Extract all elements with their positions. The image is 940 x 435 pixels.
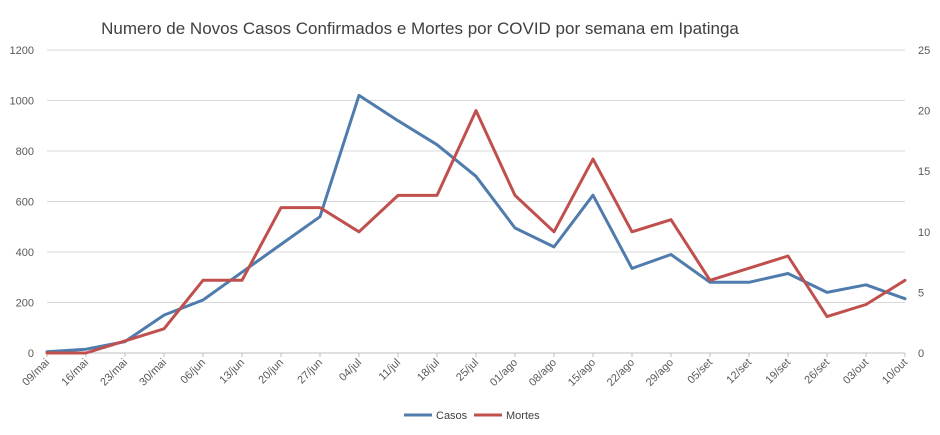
x-tick-label: 01/ago (488, 357, 520, 389)
x-tick-label: 25/jul (454, 357, 481, 384)
legend-label-casos: Casos (436, 410, 468, 422)
x-tick-label: 04/jul (337, 357, 364, 384)
y-right-tick-label: 5 (918, 287, 924, 299)
x-tick-label: 03/out (841, 357, 871, 387)
x-tick-label: 15/ago (566, 357, 598, 389)
y-left-tick-label: 200 (16, 298, 34, 310)
x-tick-label: 29/ago (644, 357, 676, 389)
legend-label-mortes: Mortes (506, 410, 540, 422)
x-tick-label: 09/mai (20, 357, 52, 389)
y-axis-right: 0 5 10 15 20 25 (918, 45, 930, 360)
legend: Casos Mortes (404, 410, 540, 422)
x-tick-label: 08/ago (527, 357, 559, 389)
x-tick-label: 23/mai (98, 357, 130, 389)
x-tick-label: 30/mai (137, 357, 169, 389)
y-left-tick-label: 0 (28, 348, 34, 360)
y-right-tick-label: 0 (918, 348, 924, 360)
y-left-tick-label: 600 (16, 197, 34, 209)
y-right-tick-label: 15 (918, 166, 930, 178)
y-right-tick-label: 25 (918, 45, 930, 57)
x-tick-label: 18/jul (415, 357, 442, 384)
x-tick-label: 19/set (763, 357, 793, 387)
x-tick-label: 27/jun (295, 357, 325, 387)
x-axis: 09/mai 16/mai 23/mai 30/mai 06/jun 13/jun 20/j… (20, 353, 910, 389)
series-lines (45, 93, 907, 355)
x-tick-label: 26/set (802, 357, 832, 387)
grid-lines (47, 49, 905, 354)
y-right-tick-label: 20 (918, 106, 930, 118)
y-left-tick-label: 1200 (10, 45, 34, 57)
x-tick-label: 20/jun (256, 357, 286, 387)
y-right-tick-label: 10 (918, 227, 930, 239)
y-left-tick-label: 800 (16, 146, 34, 158)
x-tick-label: 13/jun (217, 357, 247, 387)
x-tick-label: 12/set (724, 357, 754, 387)
x-tick-label: 10/out (880, 357, 910, 387)
series-line-casos (45, 93, 907, 354)
x-tick-label: 22/ago (605, 357, 637, 389)
y-left-tick-label: 400 (16, 247, 34, 259)
x-tick-label: 05/set (685, 357, 715, 387)
x-tick-label: 06/jun (178, 357, 208, 387)
series-line-mortes (45, 109, 907, 355)
y-left-tick-label: 1000 (10, 96, 34, 108)
chart-title: Numero de Novos Casos Confirmados e Mort… (101, 19, 739, 38)
x-tick-label: 16/mai (59, 357, 91, 389)
x-tick-label: 11/jul (377, 357, 404, 384)
y-axis-left: 0 200 400 600 800 1000 1200 (10, 45, 34, 360)
